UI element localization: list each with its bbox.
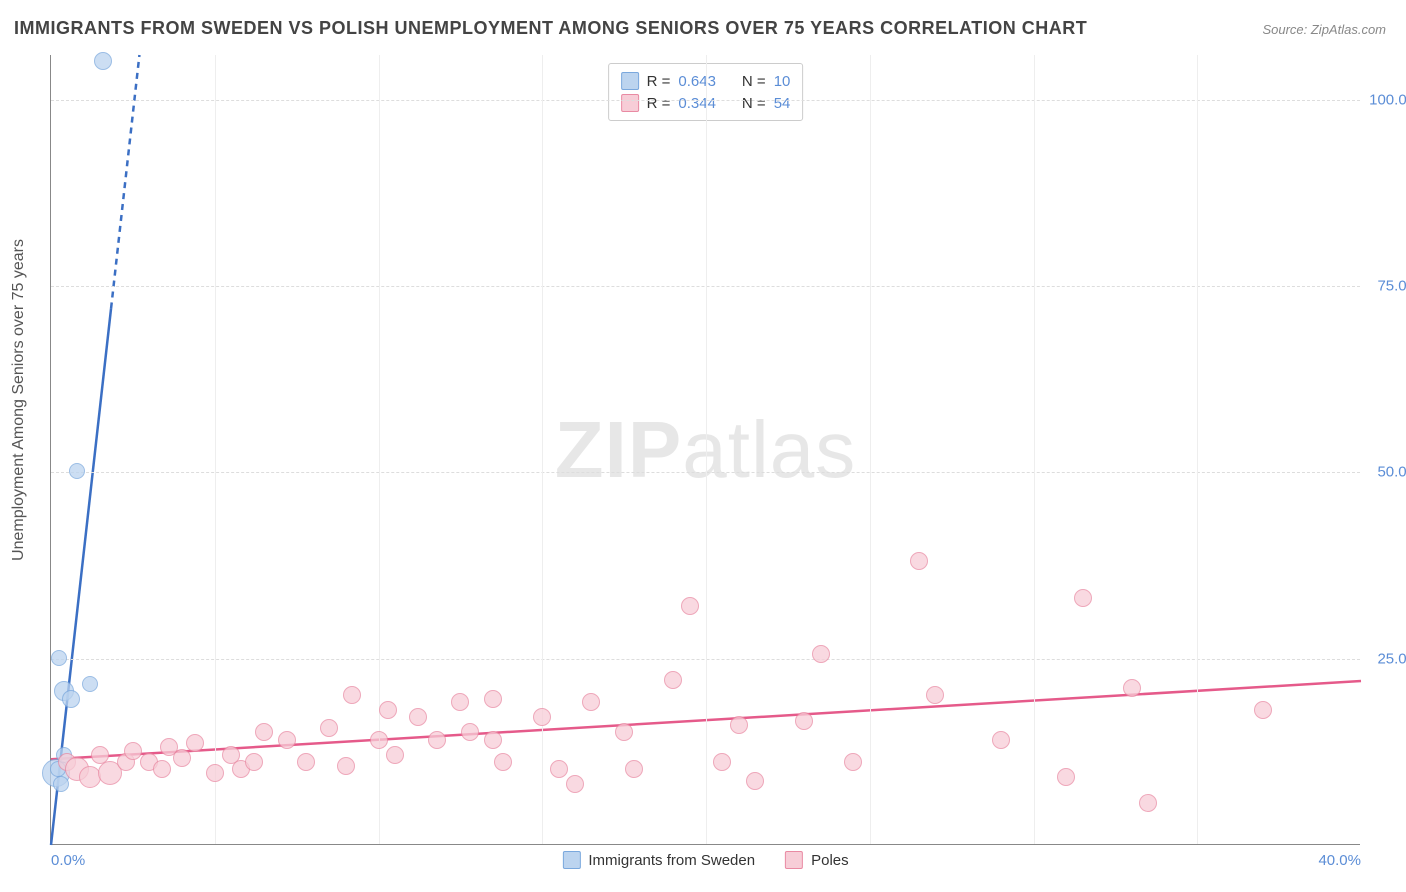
data-point xyxy=(186,734,204,752)
legend-swatch xyxy=(621,94,639,112)
data-point xyxy=(370,731,388,749)
chart-title: IMMIGRANTS FROM SWEDEN VS POLISH UNEMPLO… xyxy=(14,18,1087,39)
legend-bottom-item: Poles xyxy=(785,851,849,869)
data-point xyxy=(494,753,512,771)
data-point xyxy=(53,776,69,792)
data-point xyxy=(533,708,551,726)
legend-r-label: R = xyxy=(647,73,671,90)
data-point xyxy=(1123,679,1141,697)
y-tick-label: 25.0% xyxy=(1365,650,1406,667)
source-label: Source: ZipAtlas.com xyxy=(1262,22,1386,37)
legend-swatch xyxy=(785,851,803,869)
legend-bottom: Immigrants from Sweden Poles xyxy=(562,851,848,869)
data-point xyxy=(681,597,699,615)
data-point xyxy=(124,742,142,760)
x-tick-label: 0.0% xyxy=(51,852,85,869)
data-point xyxy=(62,690,80,708)
data-point xyxy=(173,749,191,767)
data-point xyxy=(625,760,643,778)
data-point xyxy=(153,760,171,778)
data-point xyxy=(82,676,98,692)
plot-area: ZIPatlas R =0.643N =10R =0.344N =54 Immi… xyxy=(50,55,1360,845)
legend-bottom-item: Immigrants from Sweden xyxy=(562,851,755,869)
data-point xyxy=(409,708,427,726)
data-point xyxy=(461,723,479,741)
data-point xyxy=(69,463,85,479)
data-point xyxy=(91,746,109,764)
gridline-v xyxy=(379,55,380,844)
data-point xyxy=(844,753,862,771)
data-point xyxy=(730,716,748,734)
data-point xyxy=(484,731,502,749)
data-point xyxy=(746,772,764,790)
legend-swatch xyxy=(621,72,639,90)
data-point xyxy=(664,671,682,689)
y-tick-label: 100.0% xyxy=(1365,91,1406,108)
legend-r-value: 0.643 xyxy=(678,73,716,90)
watermark-rest: atlas xyxy=(682,405,856,494)
data-point xyxy=(51,650,67,666)
data-point xyxy=(484,690,502,708)
data-point xyxy=(992,731,1010,749)
data-point xyxy=(206,764,224,782)
legend-n-value: 10 xyxy=(774,73,791,90)
data-point xyxy=(451,693,469,711)
data-point xyxy=(910,552,928,570)
data-point xyxy=(1074,589,1092,607)
gridline-v xyxy=(1034,55,1035,844)
data-point xyxy=(795,712,813,730)
data-point xyxy=(297,753,315,771)
data-point xyxy=(1139,794,1157,812)
legend-swatch xyxy=(562,851,580,869)
data-point xyxy=(1254,701,1272,719)
data-point xyxy=(245,753,263,771)
gridline-v xyxy=(1197,55,1198,844)
data-point xyxy=(812,645,830,663)
gridline-v xyxy=(215,55,216,844)
legend-series-label: Poles xyxy=(811,852,849,869)
data-point xyxy=(255,723,273,741)
y-tick-label: 75.0% xyxy=(1365,278,1406,295)
data-point xyxy=(713,753,731,771)
gridline-v xyxy=(706,55,707,844)
y-tick-label: 50.0% xyxy=(1365,464,1406,481)
trend-line xyxy=(111,55,139,308)
data-point xyxy=(566,775,584,793)
data-point xyxy=(94,52,112,70)
data-point xyxy=(615,723,633,741)
data-point xyxy=(337,757,355,775)
legend-n-label: N = xyxy=(742,95,766,112)
data-point xyxy=(550,760,568,778)
data-point xyxy=(1057,768,1075,786)
data-point xyxy=(343,686,361,704)
legend-r-value: 0.344 xyxy=(678,95,716,112)
data-point xyxy=(386,746,404,764)
legend-r-label: R = xyxy=(647,95,671,112)
data-point xyxy=(379,701,397,719)
y-axis-label: Unemployment Among Seniors over 75 years xyxy=(10,239,28,561)
gridline-v xyxy=(870,55,871,844)
watermark-bold: ZIP xyxy=(555,405,682,494)
legend-n-label: N = xyxy=(742,73,766,90)
data-point xyxy=(320,719,338,737)
data-point xyxy=(278,731,296,749)
x-tick-label: 40.0% xyxy=(1318,852,1361,869)
legend-series-label: Immigrants from Sweden xyxy=(588,852,755,869)
legend-n-value: 54 xyxy=(774,95,791,112)
data-point xyxy=(582,693,600,711)
data-point xyxy=(926,686,944,704)
data-point xyxy=(428,731,446,749)
